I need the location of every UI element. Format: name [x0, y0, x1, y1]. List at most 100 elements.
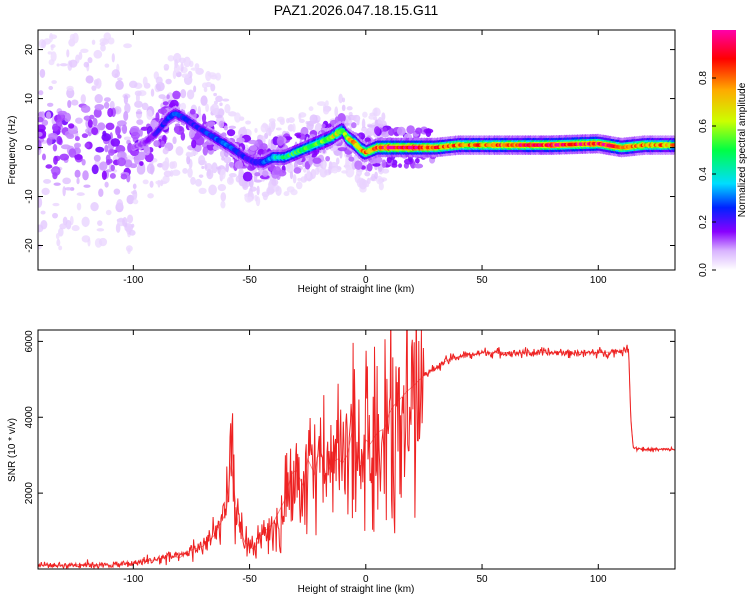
spectrogram-noise-blob	[123, 43, 132, 49]
spectrogram-core-blob	[133, 155, 141, 165]
spectrogram-noise-blob	[155, 180, 162, 185]
spectrogram-noise-blob	[275, 127, 282, 131]
spectrogram-core-blob	[109, 173, 116, 179]
spectrogram-core-blob	[381, 130, 390, 138]
spectrogram-core-blob	[218, 120, 225, 129]
spectrogram-core-blob	[351, 122, 357, 129]
spectrogram-noise-blob	[147, 193, 154, 199]
spectrogram-noise-blob	[349, 119, 353, 131]
spectrogram-noise-blob	[81, 158, 86, 166]
spectrogram-noise-blob	[162, 175, 170, 184]
spectrogram-core-blob	[191, 139, 197, 149]
spectrogram-noise-blob	[219, 102, 223, 107]
spectrogram-noise-blob	[111, 69, 121, 79]
spectrogram-noise-blob	[135, 111, 143, 115]
spectrogram-y-axis: -20 -10 0 10 20	[24, 44, 675, 253]
spectrogram-noise-blob	[220, 200, 226, 209]
spectrogram-noise-blob	[166, 94, 170, 100]
spectrogram-noise-blob	[211, 162, 218, 174]
spectrogram-core-blob	[242, 171, 253, 182]
spectrogram-core-blob	[124, 159, 133, 168]
spectrogram-core-blob	[66, 133, 75, 139]
spectrogram-noise-blob	[103, 97, 111, 102]
spectrogram-core-blob	[130, 131, 141, 140]
spectrogram-noise-blob	[103, 101, 110, 109]
spectrogram-core-blob	[41, 153, 46, 161]
spectrogram-noise-blob	[75, 117, 83, 124]
spectrogram-noise-blob	[217, 183, 227, 192]
spectrogram-core-blob	[249, 145, 258, 151]
spectrogram-noise-blob	[335, 157, 340, 165]
spectrogram-frame	[37, 29, 676, 271]
spectrogram-noise-blob	[116, 199, 124, 210]
spectrogram-noise-blob	[311, 114, 317, 122]
spectrogram-core-blob	[105, 122, 115, 131]
spectrogram-noise-blob	[125, 245, 133, 252]
spectrogram-noise-blob	[287, 117, 295, 124]
spectrogram-noise-blob	[220, 168, 226, 180]
spectrogram-noise-blob	[187, 167, 193, 178]
spectrogram-noise-blob	[249, 186, 257, 192]
spectrogram-core-blob	[391, 163, 398, 168]
spectrogram-noise-blob	[91, 39, 96, 45]
spectrogram-core-blob	[293, 167, 302, 174]
spectrogram-core-blob	[398, 163, 403, 168]
spectrogram-noise-blob	[308, 106, 314, 112]
spectrogram-noise-blob	[197, 105, 201, 117]
spectrogram-noise-blob	[172, 70, 177, 80]
spectrogram-noise-blob	[220, 192, 227, 202]
spectrogram-core-blob	[120, 173, 128, 180]
spectrogram-noise-blob	[228, 111, 237, 117]
spectrogram-noise-blob	[186, 151, 192, 156]
spectrogram-core-blob	[354, 160, 363, 170]
spectrogram-noise-blob	[66, 49, 70, 58]
spectrogram-noise-blob	[105, 209, 112, 216]
spectrogram-core-blob	[155, 112, 160, 122]
spectrogram-core-blob	[80, 105, 91, 113]
spectrogram-core-blob	[337, 113, 346, 123]
spectrogram-noise-blob	[285, 163, 292, 172]
spectrogram-core-blob	[123, 111, 129, 122]
spectrogram-noise-blob	[198, 155, 206, 166]
spectrogram-noise-blob	[260, 123, 268, 133]
spectrogram-core-blob	[48, 132, 58, 140]
spectrogram-noise-blob	[215, 114, 223, 119]
spectrogram-core-blob	[180, 132, 186, 141]
spectrogram-noise-blob	[193, 85, 197, 93]
x-tick-label: 50	[476, 275, 488, 286]
spectrogram-noise-blob	[314, 167, 320, 176]
spectrogram-noise-blob	[215, 95, 223, 103]
spectrogram-noise-blob	[115, 80, 124, 91]
spectrogram-noise-blob	[200, 95, 208, 106]
spectrogram-noise-blob	[58, 227, 64, 237]
spectrogram-noise-blob	[171, 161, 178, 169]
spectrogram-noise-blob	[104, 181, 109, 188]
colorbar: 0.0 0.2 0.4 0.6 0.8 Normalized spectral ampl…	[698, 30, 748, 277]
spectrogram-noise-blob	[71, 225, 80, 232]
spectrogram-noise-blob	[319, 167, 328, 178]
spectrogram-noise-blob	[247, 196, 253, 202]
spectrogram-core-blob	[308, 156, 314, 165]
y-tick-label: -20	[24, 238, 35, 253]
spectrogram-noise-blob	[58, 245, 63, 251]
y-tick-label: 0	[24, 144, 35, 150]
spectrogram-noise-blob	[64, 187, 73, 191]
spectrogram-noise-blob	[76, 177, 80, 185]
x-tick-label: 50	[476, 574, 488, 585]
spectrogram-noise-blob	[173, 63, 181, 74]
colorbar-gradient	[712, 30, 736, 270]
spectrogram-noise-blob	[162, 147, 169, 155]
spectrogram-core-blob	[312, 157, 322, 164]
spectrogram-core-blob	[388, 128, 395, 136]
snr-x-axis: -100 -50 0 50 100	[123, 330, 607, 585]
spectrogram-noise-blob	[201, 82, 209, 89]
spectrogram-core-blob	[157, 108, 168, 114]
x-tick-label: 100	[590, 275, 607, 286]
colorbar-tick-label: 0.0	[698, 263, 709, 277]
spectrogram-noise-blob	[345, 166, 355, 178]
spectrogram-core-blob	[59, 153, 70, 161]
spectrogram-noise-blob	[80, 94, 86, 104]
spectrogram-core-blob	[93, 108, 102, 118]
spectrogram-noise-blob	[90, 202, 99, 212]
spectrogram-core-blob	[415, 157, 420, 164]
